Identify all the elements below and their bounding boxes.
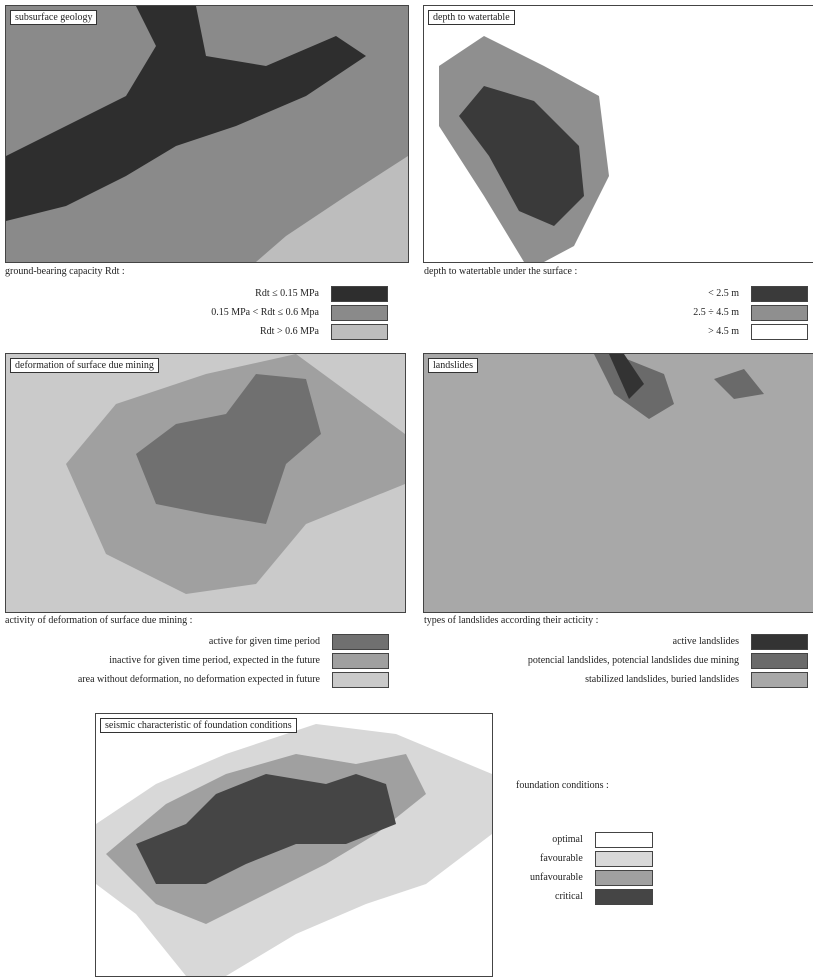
legend-label: active for given time period [209, 636, 320, 647]
legend-item: < 2.5 m [693, 284, 808, 303]
legend-item: 2.5 ÷ 4.5 m [693, 303, 808, 322]
legend-item: Rdt ≤ 0.15 MPa [211, 284, 388, 303]
legend-swatch [331, 324, 388, 340]
map-title: deformation of surface due mining [10, 358, 159, 373]
map-title: seismic characteristic of foundation con… [100, 718, 297, 733]
legend-item: active for given time period [78, 632, 389, 651]
legend-swatch [751, 634, 808, 650]
legend-item: 0.15 MPa < Rdt ≤ 0.6 Mpa [211, 303, 388, 322]
legend-item: stabilized landslides, buried landslides [528, 670, 808, 689]
map-landslides: landslides [423, 353, 813, 613]
map-geology: subsurface geology [5, 5, 409, 263]
legend-label: active landslides [673, 636, 739, 647]
legend-swatch [331, 305, 388, 321]
legend-label: potencial landslides, potencial landslid… [528, 655, 739, 666]
legend-item: critical [530, 887, 653, 906]
legend-swatch [332, 653, 389, 669]
legend-swatch [595, 832, 653, 848]
legend-caption: foundation conditions : [516, 780, 609, 791]
legend-label: Rdt ≤ 0.15 MPa [255, 288, 319, 299]
legend: < 2.5 m 2.5 ÷ 4.5 m > 4.5 m [693, 284, 808, 341]
legend-label: Rdt > 0.6 MPa [260, 326, 319, 337]
legend-label: unfavourable [530, 872, 583, 883]
map-deformation: deformation of surface due mining [5, 353, 406, 613]
legend: active landslides potencial landslides, p… [528, 632, 808, 689]
legend-label: favourable [540, 853, 583, 864]
map-title: landslides [428, 358, 478, 373]
legend-item: inactive for given time period, expected… [78, 651, 389, 670]
legend-item: active landslides [528, 632, 808, 651]
legend-caption: ground-bearing capacity Rdt : [5, 266, 125, 277]
legend-label: > 4.5 m [708, 326, 739, 337]
legend-item: > 4.5 m [693, 322, 808, 341]
legend-label: inactive for given time period, expected… [109, 655, 320, 666]
legend-swatch [751, 324, 808, 340]
legend-swatch [751, 286, 808, 302]
legend-label: stabilized landslides, buried landslides [585, 674, 739, 685]
legend-item: unfavourable [530, 868, 653, 887]
legend-item: Rdt > 0.6 MPa [211, 322, 388, 341]
legend-item: potencial landslides, potencial landslid… [528, 651, 808, 670]
legend-swatch [751, 305, 808, 321]
legend: Rdt ≤ 0.15 MPa 0.15 MPa < Rdt ≤ 0.6 Mpa Rd… [211, 284, 388, 341]
legend-swatch [751, 653, 808, 669]
legend-caption: activity of deformation of surface due m… [5, 615, 192, 626]
legend-label: area without deformation, no deformation… [78, 674, 320, 685]
legend-swatch [331, 286, 388, 302]
legend-label: critical [555, 891, 583, 902]
map-seismic: seismic characteristic of foundation con… [95, 713, 493, 977]
legend-caption: types of landslides according their acti… [424, 615, 598, 626]
legend-label: 2.5 ÷ 4.5 m [693, 307, 739, 318]
legend-label: 0.15 MPa < Rdt ≤ 0.6 Mpa [211, 307, 319, 318]
map-title: depth to watertable [428, 10, 515, 25]
legend-item: area without deformation, no deformation… [78, 670, 389, 689]
legend-label: optimal [552, 834, 583, 845]
legend-label: < 2.5 m [708, 288, 739, 299]
map-title: subsurface geology [10, 10, 97, 25]
legend-item: favourable [530, 849, 653, 868]
legend: optimal favourable unfavourable critical [530, 830, 653, 906]
legend-swatch [332, 634, 389, 650]
legend-swatch [751, 672, 808, 688]
legend-swatch [595, 889, 653, 905]
legend-swatch [595, 870, 653, 886]
legend-swatch [332, 672, 389, 688]
legend-swatch [595, 851, 653, 867]
page: subsurface geology depth to watertable d… [0, 0, 813, 976]
legend: active for given time period inactive for… [78, 632, 389, 689]
legend-caption: depth to watertable under the surface : [424, 266, 577, 277]
map-watertable: depth to watertable [423, 5, 813, 263]
legend-item: optimal [530, 830, 653, 849]
